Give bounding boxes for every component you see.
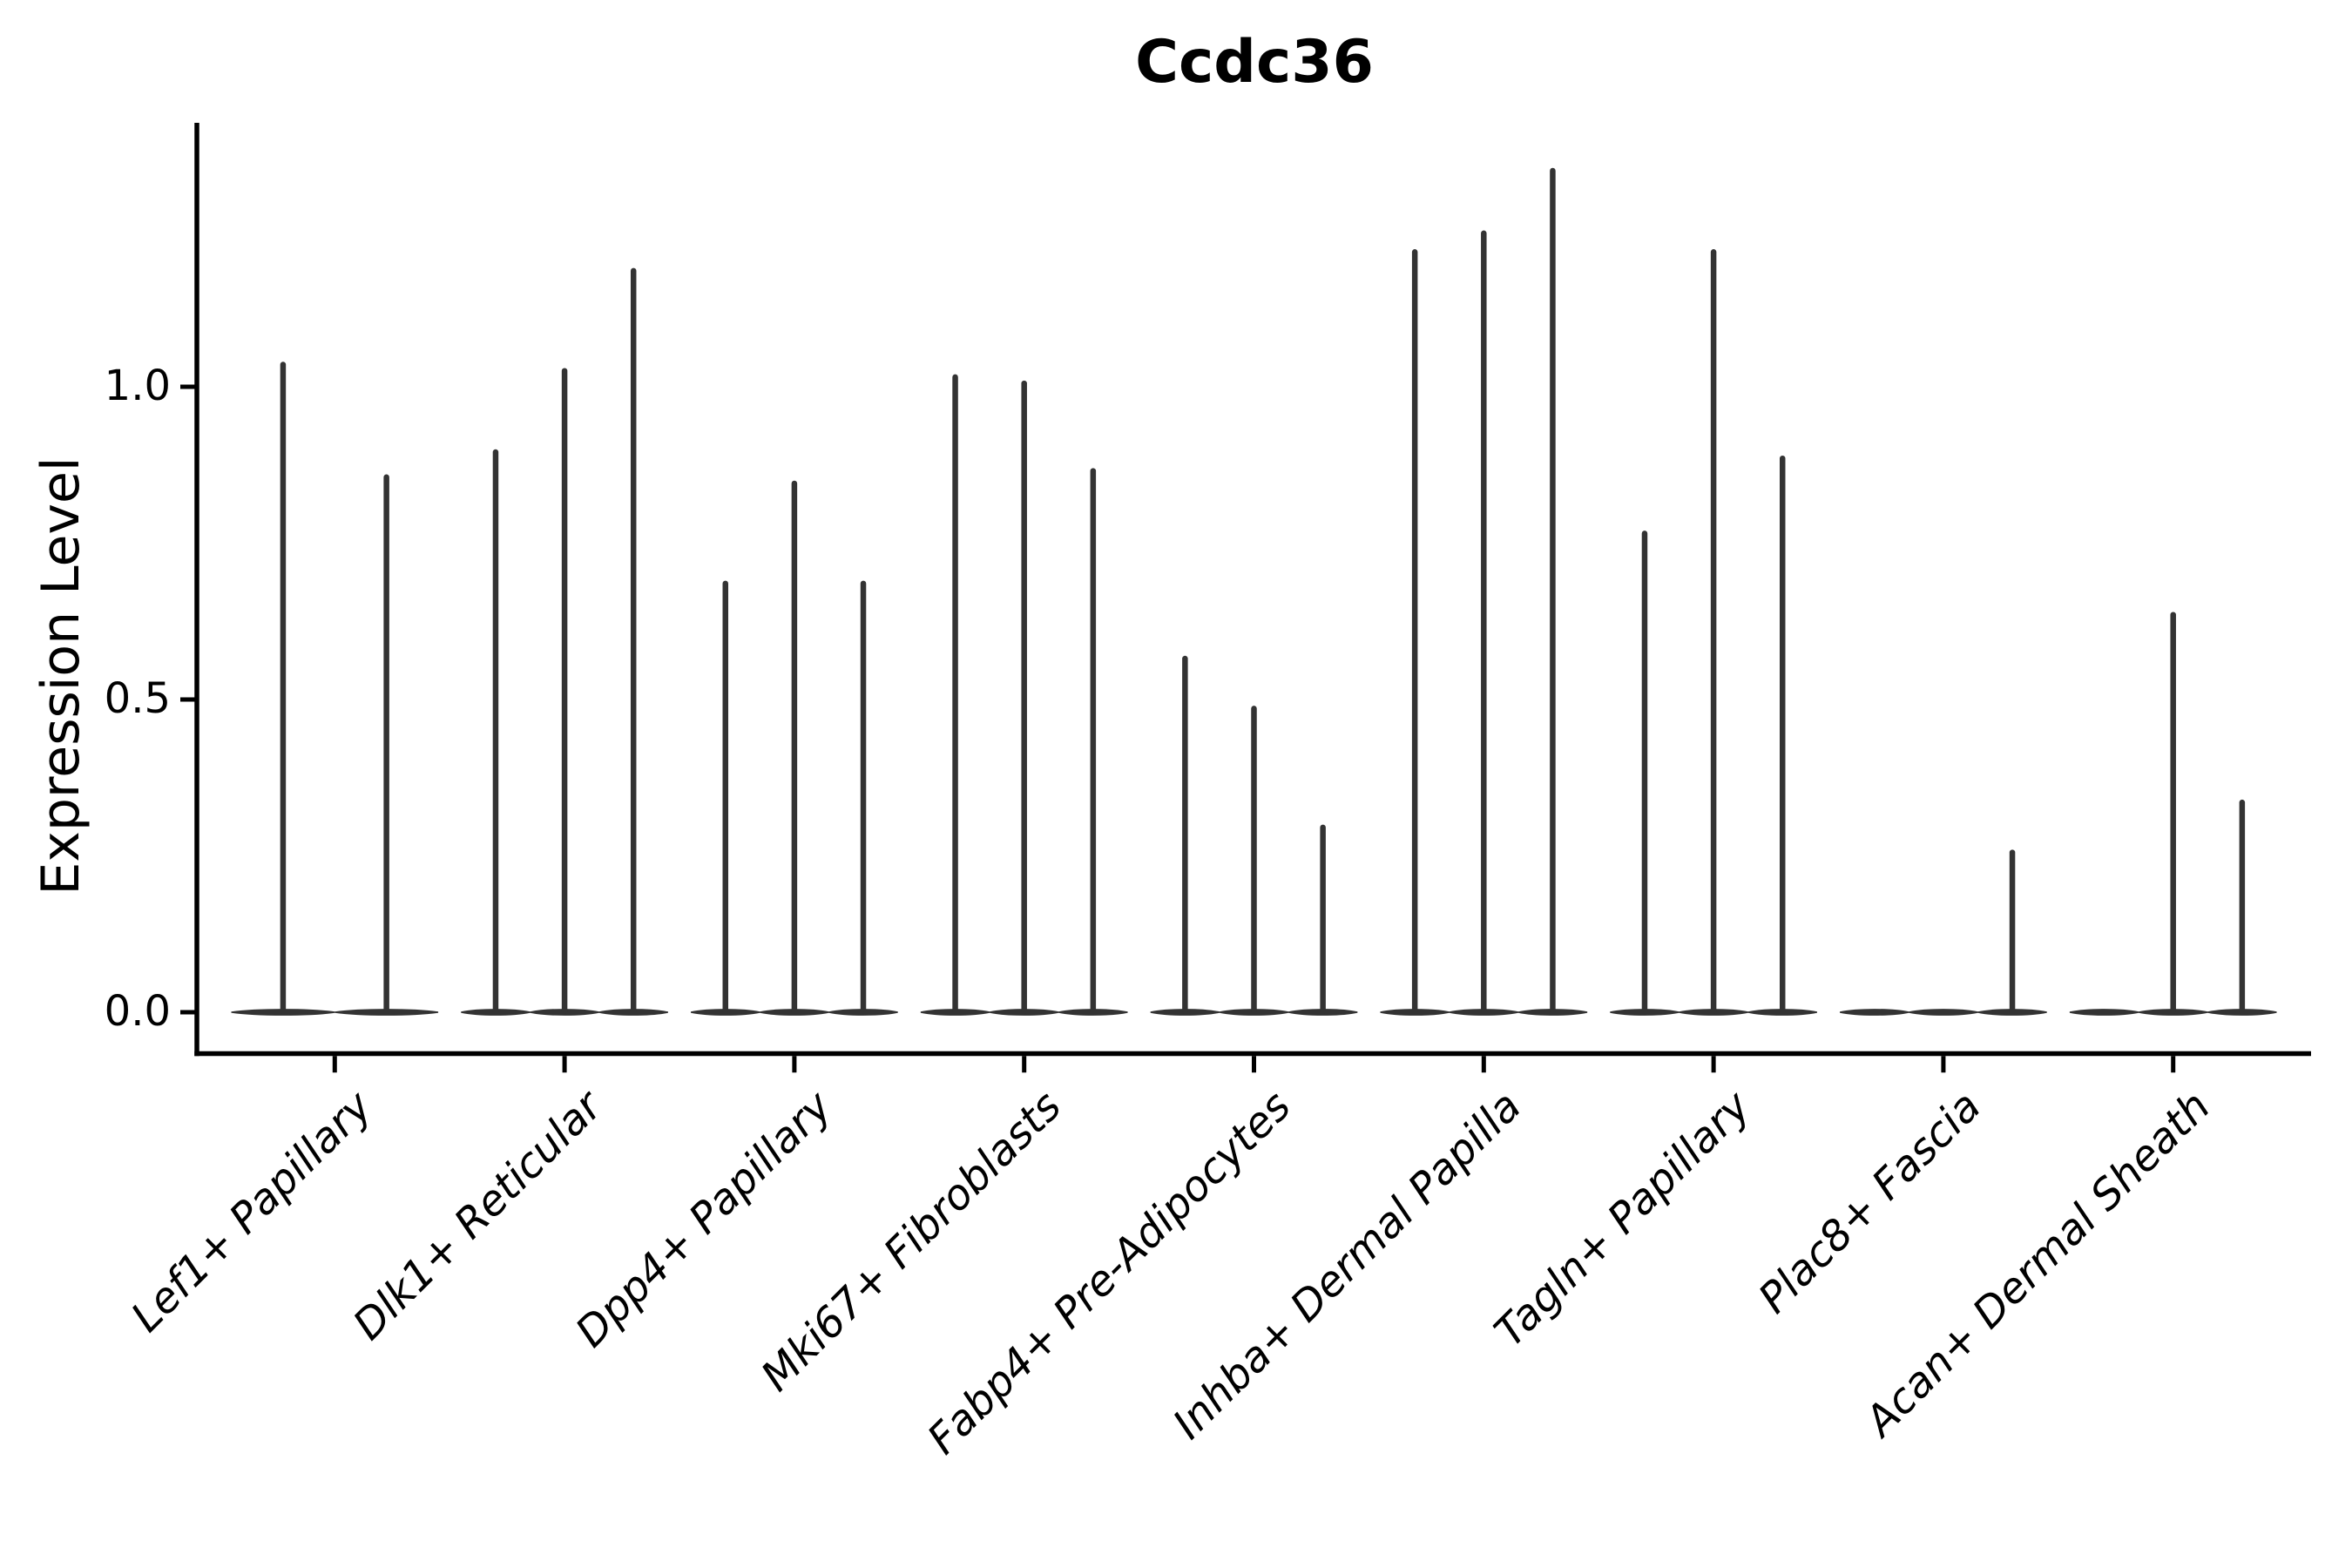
y-tick-label: 1.0	[104, 361, 171, 410]
violin-base	[1909, 1009, 1978, 1016]
violin-base	[2069, 1009, 2139, 1016]
chart-title: Ccdc36	[1135, 28, 1374, 97]
y-tick-label: 0.5	[104, 673, 171, 723]
y-axis-label: Expression Level	[30, 456, 91, 896]
violin-base	[1840, 1009, 1909, 1016]
y-tick-label: 0.0	[104, 986, 171, 1036]
